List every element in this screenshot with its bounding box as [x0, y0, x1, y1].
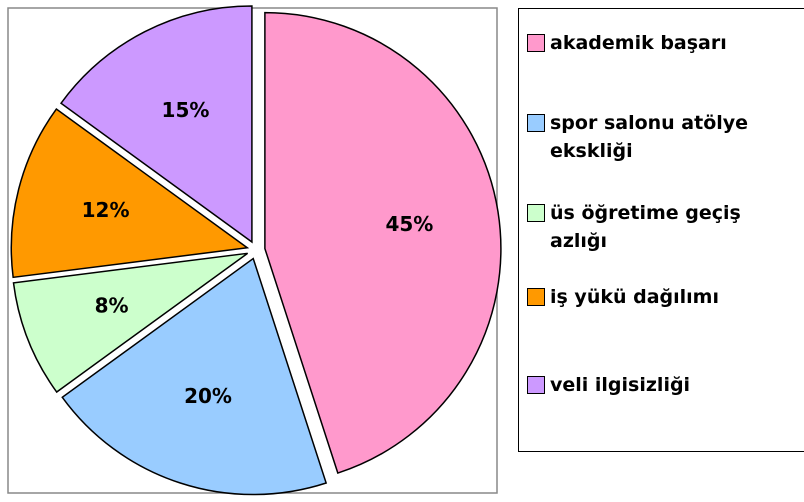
legend-label: spor salonu atölye ekskliği	[550, 112, 749, 162]
legend-item: üs öğretime geçiş azlığı	[527, 199, 803, 255]
legend-swatch	[527, 204, 545, 222]
legend-item: iş yükü dağılımı	[527, 283, 803, 311]
legend-item: spor salonu atölye ekskliği	[527, 109, 803, 165]
data-label: 8%	[95, 294, 129, 318]
pie-slice	[59, 5, 253, 244]
pie-slice	[264, 11, 502, 474]
data-label: 15%	[162, 98, 210, 122]
legend-label: akademik başarı	[550, 32, 727, 54]
legend-label: üs öğretime geçiş azlığı	[550, 202, 741, 252]
data-label: 20%	[184, 384, 232, 408]
data-label: 45%	[385, 212, 433, 236]
legend-item: veli ilgisizliği	[527, 371, 803, 399]
pie-slice	[61, 257, 328, 496]
data-label: 12%	[82, 198, 130, 222]
legend-swatch	[527, 34, 545, 52]
legend-label: iş yükü dağılımı	[550, 286, 719, 308]
legend-label: veli ilgisizliği	[550, 374, 691, 396]
legend-swatch	[527, 114, 545, 132]
chart: 45% 20% 8% 12% 15%	[7, 5, 502, 496]
legend-swatch	[527, 288, 545, 306]
pie-slice	[12, 252, 249, 394]
legend-swatch	[527, 376, 545, 394]
legend-item: akademik başarı	[527, 29, 803, 57]
pie-slice	[10, 107, 250, 279]
legend: akademik başarı spor salonu atölye ekskli…	[518, 8, 804, 452]
